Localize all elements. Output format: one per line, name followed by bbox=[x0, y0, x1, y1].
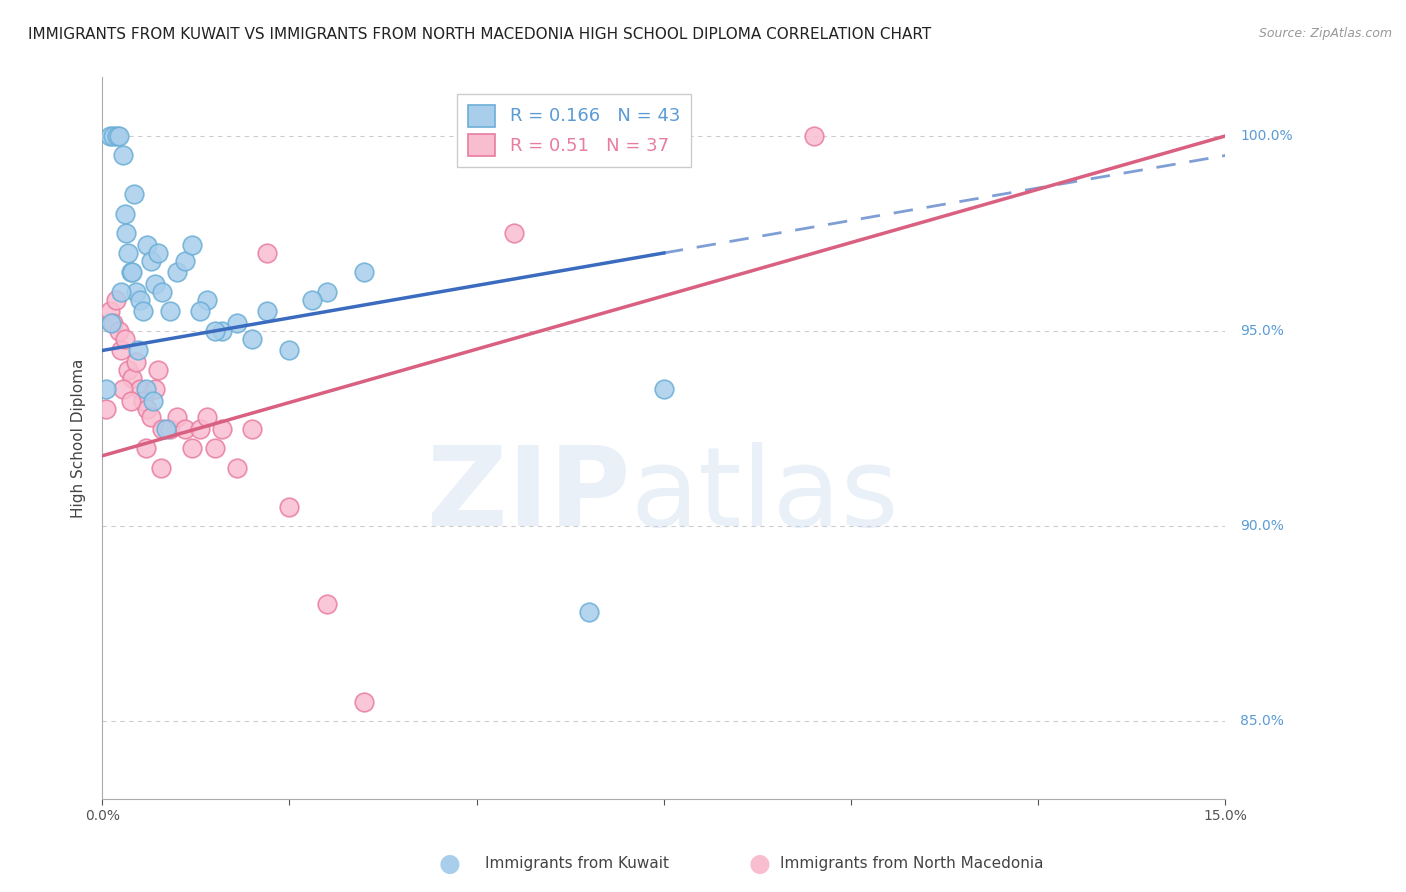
Text: 85.0%: 85.0% bbox=[1240, 714, 1284, 728]
Point bbox=[150, 421, 173, 435]
Text: 90.0%: 90.0% bbox=[1240, 519, 1284, 533]
Point bbox=[301, 293, 323, 307]
Point bbox=[188, 421, 211, 435]
Text: ●: ● bbox=[748, 852, 770, 875]
Point bbox=[132, 394, 155, 409]
Point bbox=[315, 285, 337, 299]
Point bbox=[195, 409, 218, 424]
Point bbox=[125, 355, 148, 369]
Text: atlas: atlas bbox=[630, 442, 898, 549]
Point bbox=[135, 383, 157, 397]
Point bbox=[211, 324, 233, 338]
Point bbox=[114, 332, 136, 346]
Point bbox=[105, 128, 128, 143]
Point bbox=[103, 316, 125, 330]
Point bbox=[240, 421, 263, 435]
Point bbox=[104, 293, 127, 307]
Point bbox=[315, 597, 337, 611]
Y-axis label: High School Diploma: High School Diploma bbox=[72, 359, 86, 518]
Point bbox=[136, 402, 159, 417]
Text: Immigrants from North Macedonia: Immigrants from North Macedonia bbox=[780, 856, 1043, 871]
Text: ●: ● bbox=[439, 852, 461, 875]
Point bbox=[278, 500, 301, 514]
Point bbox=[112, 148, 135, 162]
Point bbox=[181, 238, 204, 252]
Point bbox=[181, 441, 204, 455]
Point bbox=[204, 324, 226, 338]
Point bbox=[107, 324, 129, 338]
Point bbox=[143, 277, 166, 292]
Point bbox=[211, 421, 233, 435]
Point bbox=[100, 316, 122, 330]
Point bbox=[136, 238, 159, 252]
Point bbox=[110, 343, 132, 358]
Point bbox=[166, 409, 188, 424]
Point bbox=[94, 383, 117, 397]
Point bbox=[128, 293, 150, 307]
Point bbox=[148, 246, 170, 260]
Point bbox=[103, 128, 125, 143]
Point bbox=[173, 421, 195, 435]
Point bbox=[114, 207, 136, 221]
Point bbox=[278, 343, 301, 358]
Point bbox=[98, 128, 121, 143]
Point bbox=[139, 253, 162, 268]
Point bbox=[226, 460, 249, 475]
Legend: R = 0.166   N = 43, R = 0.51   N = 37: R = 0.166 N = 43, R = 0.51 N = 37 bbox=[457, 94, 690, 167]
Point bbox=[107, 128, 129, 143]
Point bbox=[122, 187, 145, 202]
Point bbox=[652, 383, 675, 397]
Text: ZIP: ZIP bbox=[427, 442, 630, 549]
Point bbox=[803, 128, 825, 143]
Point bbox=[120, 265, 142, 279]
Point bbox=[204, 441, 226, 455]
Point bbox=[117, 246, 139, 260]
Text: 95.0%: 95.0% bbox=[1240, 324, 1284, 338]
Point bbox=[173, 253, 195, 268]
Point bbox=[143, 383, 166, 397]
Point bbox=[155, 421, 177, 435]
Point bbox=[150, 285, 173, 299]
Point bbox=[166, 265, 188, 279]
Point bbox=[578, 605, 600, 619]
Point bbox=[135, 441, 157, 455]
Point bbox=[353, 265, 375, 279]
Point bbox=[110, 285, 132, 299]
Text: IMMIGRANTS FROM KUWAIT VS IMMIGRANTS FROM NORTH MACEDONIA HIGH SCHOOL DIPLOMA CO: IMMIGRANTS FROM KUWAIT VS IMMIGRANTS FRO… bbox=[28, 27, 931, 42]
Point bbox=[195, 293, 218, 307]
Point bbox=[148, 363, 170, 377]
Point bbox=[139, 409, 162, 424]
Point bbox=[120, 394, 142, 409]
Point bbox=[128, 383, 150, 397]
Point bbox=[256, 246, 278, 260]
Point bbox=[142, 394, 165, 409]
Point bbox=[115, 227, 138, 241]
Point bbox=[132, 304, 155, 318]
Point bbox=[503, 227, 526, 241]
Point bbox=[149, 460, 172, 475]
Point bbox=[117, 363, 139, 377]
Point bbox=[94, 402, 117, 417]
Point bbox=[353, 694, 375, 708]
Point bbox=[159, 421, 181, 435]
Text: 100.0%: 100.0% bbox=[1240, 129, 1294, 143]
Point bbox=[121, 265, 143, 279]
Point bbox=[240, 332, 263, 346]
Point bbox=[256, 304, 278, 318]
Point bbox=[125, 285, 148, 299]
Point bbox=[188, 304, 211, 318]
Point bbox=[127, 343, 149, 358]
Text: Source: ZipAtlas.com: Source: ZipAtlas.com bbox=[1258, 27, 1392, 40]
Point bbox=[98, 304, 121, 318]
Text: Immigrants from Kuwait: Immigrants from Kuwait bbox=[485, 856, 669, 871]
Point bbox=[159, 304, 181, 318]
Point bbox=[226, 316, 249, 330]
Point bbox=[121, 371, 143, 385]
Point bbox=[112, 383, 135, 397]
